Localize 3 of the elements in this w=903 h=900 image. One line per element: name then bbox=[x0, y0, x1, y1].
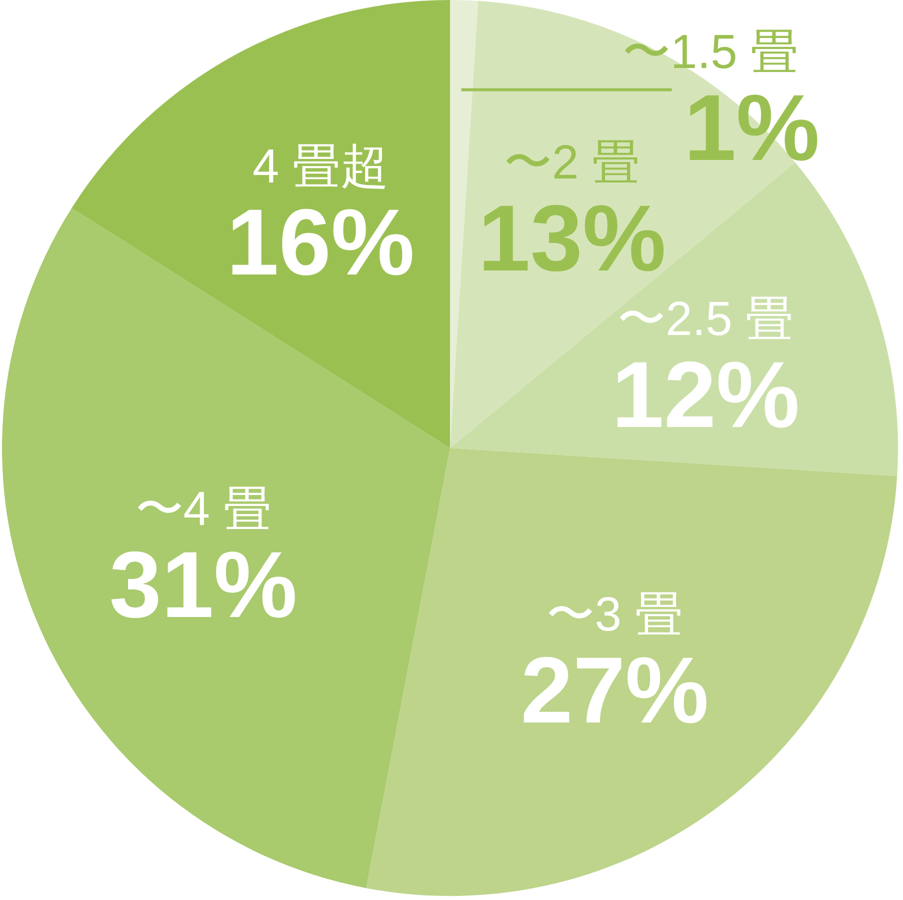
pie-slice bbox=[2, 208, 450, 888]
pie-slice bbox=[72, 0, 450, 448]
pie-slice bbox=[366, 448, 898, 896]
